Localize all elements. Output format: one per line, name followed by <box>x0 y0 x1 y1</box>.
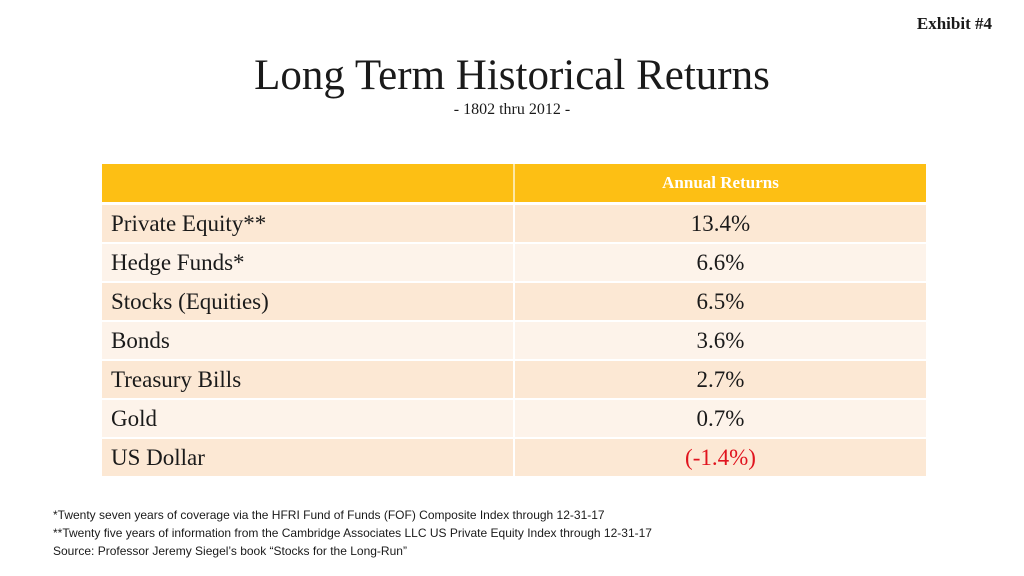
asset-label: Stocks (Equities) <box>102 282 515 322</box>
asset-label: Bonds <box>102 321 515 361</box>
return-value: 2.7% <box>514 360 926 400</box>
footnote-hedge-funds: *Twenty seven years of coverage via the … <box>53 508 605 522</box>
page-title: Long Term Historical Returns <box>254 52 770 99</box>
asset-label: Private Equity** <box>102 203 515 244</box>
table-row: Hedge Funds* 6.6% <box>102 243 926 283</box>
header-annual-returns: Annual Returns <box>514 164 926 205</box>
header-cell-blank <box>102 164 515 205</box>
footnote-private-equity: **Twenty five years of information from … <box>53 526 652 540</box>
asset-label: Hedge Funds* <box>102 243 515 283</box>
asset-label: Treasury Bills <box>102 360 515 400</box>
page-subtitle: - 1802 thru 2012 - <box>453 101 571 118</box>
table-row: Gold 0.7% <box>102 399 926 439</box>
asset-label: Gold <box>102 399 515 439</box>
footnotes: *Twenty seven years of coverage via the … <box>53 506 652 560</box>
return-value-negative: (-1.4%) <box>514 438 926 478</box>
table-row: Treasury Bills 2.7% <box>102 360 926 400</box>
return-value: 6.6% <box>514 243 926 283</box>
footnote-source: Source: Professor Jeremy Siegel’s book “… <box>53 544 407 558</box>
table-row: US Dollar (-1.4%) <box>102 438 926 478</box>
return-value: 13.4% <box>514 203 926 244</box>
return-value: 3.6% <box>514 321 926 361</box>
return-value: 6.5% <box>514 282 926 322</box>
table-row: Stocks (Equities) 6.5% <box>102 282 926 322</box>
return-value: 0.7% <box>514 399 926 439</box>
asset-label: US Dollar <box>102 438 515 478</box>
table-header-row: Annual Returns <box>102 164 926 205</box>
exhibit-label: Exhibit #4 <box>916 14 992 33</box>
table-row: Bonds 3.6% <box>102 321 926 361</box>
returns-table: Annual Returns Private Equity** 13.4% He… <box>102 164 926 478</box>
table-row: Private Equity** 13.4% <box>102 203 926 244</box>
